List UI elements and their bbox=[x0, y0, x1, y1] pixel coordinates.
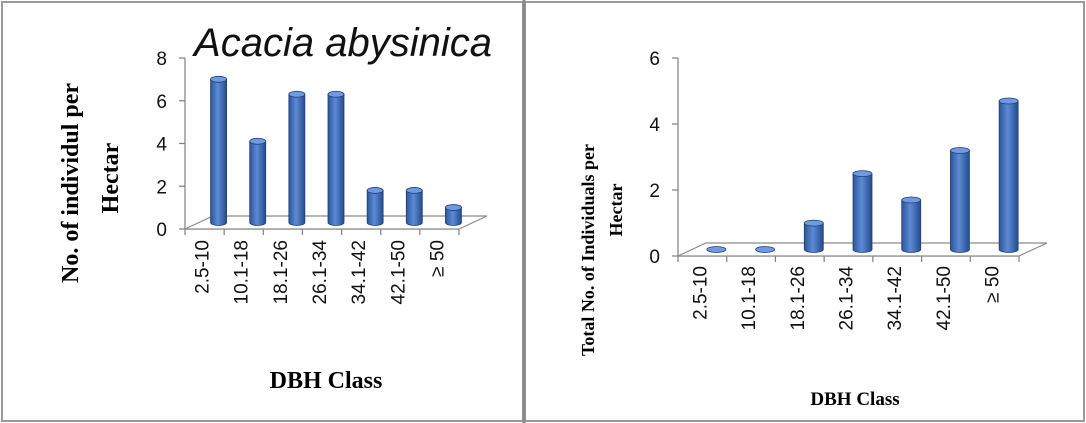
bar-42.1-50 bbox=[950, 147, 970, 253]
x-tick-label: 26.1-34 bbox=[310, 240, 331, 305]
bars bbox=[706, 97, 1019, 253]
bar-top bbox=[288, 90, 306, 98]
bar-body bbox=[366, 190, 384, 226]
y-tick-label: 2 bbox=[156, 177, 167, 198]
bar-2.5-10 bbox=[706, 246, 727, 253]
bar-34.1-42 bbox=[901, 196, 922, 253]
bar-top bbox=[405, 187, 423, 194]
x-tick-labels: 2.5-10 10.1-18 18.1-26 26.1-34 34.1-42 42.1-5… bbox=[193, 240, 449, 305]
y-tick-labels: 0 2 4 6 8 bbox=[156, 49, 167, 241]
x-tick-label: 26.1-34 bbox=[837, 266, 858, 331]
bar-body bbox=[852, 173, 873, 253]
bar-body bbox=[327, 93, 345, 226]
y-tick-label: 2 bbox=[649, 181, 660, 202]
x-tick-labels: 2.5-10 10.1-18 18.1-26 26.1-34 34.1-42 42.1-5… bbox=[690, 266, 1003, 331]
bar-42.1-50 bbox=[405, 187, 423, 226]
bar-body bbox=[445, 207, 462, 226]
chart-title: Acacia abysinica bbox=[192, 21, 492, 65]
y-tick-label: 4 bbox=[649, 115, 660, 136]
bar-body bbox=[210, 78, 227, 226]
bar-top bbox=[366, 187, 384, 194]
bar-≥ 50 bbox=[445, 204, 462, 226]
x-axis-label: DBH Class bbox=[810, 389, 899, 410]
x-tick-label: 34.1-42 bbox=[349, 240, 370, 304]
y-tick-label: 6 bbox=[649, 49, 660, 70]
bar-top bbox=[445, 204, 462, 211]
bar-top bbox=[706, 246, 727, 253]
x-tick-label: 2.5-10 bbox=[193, 240, 214, 294]
bar-top bbox=[998, 97, 1019, 105]
y-axis-label-line2: Hectar bbox=[98, 142, 124, 213]
bar-top bbox=[755, 246, 775, 253]
y-axis-label: Total No. of Individuals per Hectar bbox=[578, 144, 626, 356]
y-tick-label: 4 bbox=[156, 135, 167, 156]
x-axis-label: DBH Class bbox=[270, 368, 383, 394]
y-axis-label-line1: Total No. of Individuals per bbox=[578, 144, 598, 356]
bar-body bbox=[405, 190, 423, 226]
x-tick-label: ≥ 50 bbox=[427, 240, 448, 277]
chart-acacia: Acacia abysinica No. of individul per He… bbox=[58, 21, 492, 394]
bar-top bbox=[901, 196, 922, 204]
bar-34.1-42 bbox=[366, 187, 384, 226]
y-axis-label: No. of individul per Hectar bbox=[58, 83, 124, 283]
bar-body bbox=[288, 93, 306, 226]
bar-2.5-10 bbox=[210, 75, 227, 226]
y-tick-labels: 0 2 4 6 bbox=[649, 49, 660, 268]
bar-top bbox=[950, 147, 970, 154]
bar-10.1-18 bbox=[755, 246, 775, 253]
bar-top bbox=[327, 90, 345, 98]
x-tick-label: 2.5-10 bbox=[690, 266, 711, 320]
x-tick-label: 42.1-50 bbox=[934, 266, 955, 330]
x-tick-label: 10.1-18 bbox=[739, 266, 760, 330]
bar-body bbox=[998, 100, 1019, 253]
x-tick-label: 18.1-26 bbox=[788, 266, 809, 330]
bar-top bbox=[249, 137, 267, 145]
bar-26.1-34 bbox=[852, 170, 873, 253]
x-tick-label: 10.1-18 bbox=[232, 240, 253, 304]
x-tick-label: 42.1-50 bbox=[388, 240, 409, 304]
bar-18.1-26 bbox=[803, 219, 824, 253]
y-tick-label: 0 bbox=[649, 247, 660, 268]
bar-body bbox=[901, 199, 922, 253]
y-axis-label-line2: Hectar bbox=[606, 184, 626, 237]
y-axis-label-line1: No. of individul per bbox=[58, 83, 84, 283]
bar-body bbox=[249, 140, 267, 226]
y-tick-label: 8 bbox=[156, 49, 167, 70]
bar-≥ 50 bbox=[998, 97, 1019, 253]
x-tick-label: 18.1-26 bbox=[271, 240, 292, 304]
bar-top bbox=[852, 170, 873, 178]
y-tick-label: 6 bbox=[156, 92, 167, 113]
y-tick-label: 0 bbox=[156, 220, 167, 241]
bar-26.1-34 bbox=[327, 90, 345, 226]
right-panel-frame bbox=[524, 1, 1085, 422]
bar-18.1-26 bbox=[288, 90, 306, 226]
chart-total-individuals: Total No. of Individuals per Hectar 0 2 4 6… bbox=[578, 49, 1048, 410]
bar-body bbox=[950, 150, 970, 253]
bar-10.1-18 bbox=[249, 137, 267, 226]
bar-top bbox=[210, 75, 227, 83]
x-tick-label: ≥ 50 bbox=[983, 266, 1004, 303]
bar-top bbox=[803, 219, 824, 227]
x-tick-label: 34.1-42 bbox=[885, 266, 906, 330]
bar-body bbox=[803, 222, 824, 253]
bars bbox=[210, 75, 462, 226]
